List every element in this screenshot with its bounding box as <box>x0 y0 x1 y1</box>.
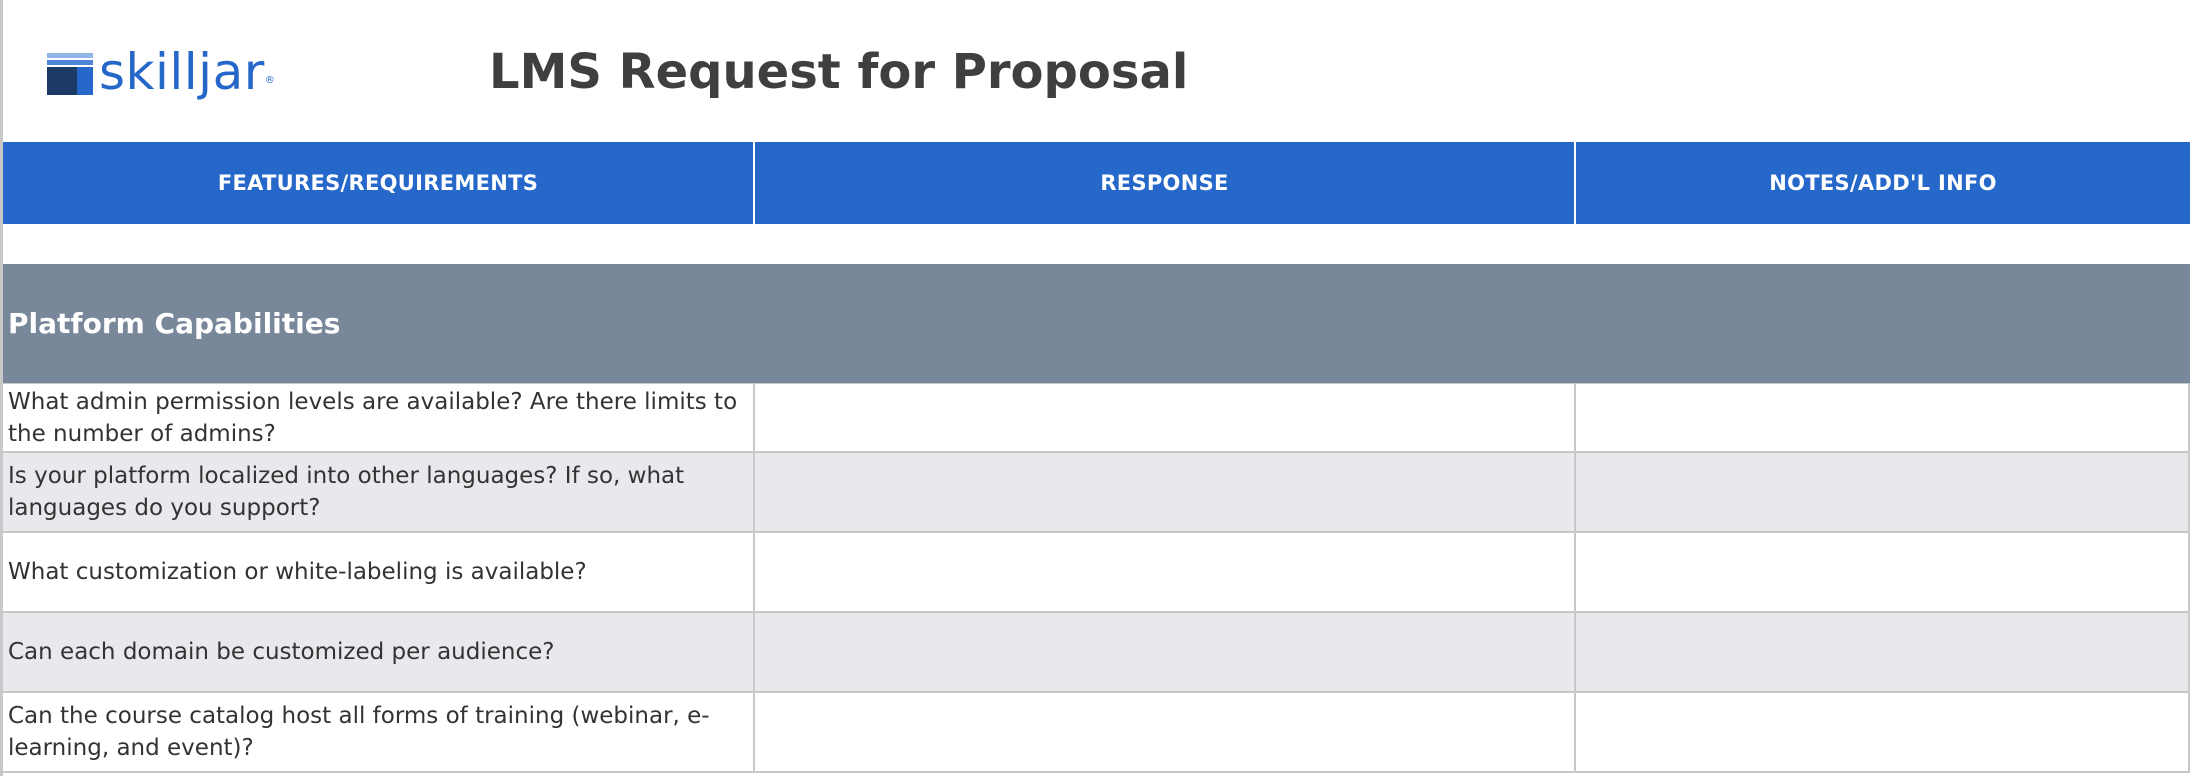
skilljar-logo: skilljar ® <box>47 44 275 104</box>
notes-cell[interactable] <box>1576 384 2190 451</box>
column-header-response[interactable]: RESPONSE <box>755 142 1576 224</box>
feature-cell[interactable]: Is your platform localized into other la… <box>3 453 755 531</box>
notes-cell[interactable] <box>1576 613 2190 691</box>
table-row: What customization or white-labeling is … <box>3 533 2190 613</box>
response-cell[interactable] <box>755 613 1576 691</box>
table-row: What admin permission levels are availab… <box>3 384 2190 453</box>
table-row: Can the course catalog host all forms of… <box>3 693 2190 773</box>
section-title: Platform Capabilities <box>8 307 341 340</box>
feature-cell[interactable]: Can the course catalog host all forms of… <box>3 693 755 771</box>
feature-cell[interactable]: What customization or white-labeling is … <box>3 533 755 611</box>
response-cell[interactable] <box>755 693 1576 771</box>
feature-cell[interactable]: Can each domain be customized per audien… <box>3 613 755 691</box>
notes-cell[interactable] <box>1576 533 2190 611</box>
column-header-row: FEATURES/REQUIREMENTS RESPONSE NOTES/ADD… <box>3 142 2190 224</box>
notes-cell[interactable] <box>1576 453 2190 531</box>
notes-cell[interactable] <box>1576 693 2190 771</box>
logo-registered-mark: ® <box>264 74 275 86</box>
table-row: Can each domain be customized per audien… <box>3 613 2190 693</box>
column-header-notes[interactable]: NOTES/ADD'L INFO <box>1576 142 2190 224</box>
requirements-table-body: What admin permission levels are availab… <box>3 384 2190 773</box>
response-cell[interactable] <box>755 533 1576 611</box>
table-row: Is your platform localized into other la… <box>3 453 2190 533</box>
column-header-features[interactable]: FEATURES/REQUIREMENTS <box>3 142 755 224</box>
response-cell[interactable] <box>755 453 1576 531</box>
logo-wordmark: skilljar <box>99 43 265 101</box>
response-cell[interactable] <box>755 384 1576 451</box>
skilljar-logo-icon <box>47 51 93 97</box>
page-title: LMS Request for Proposal <box>489 44 1189 100</box>
feature-cell[interactable]: What admin permission levels are availab… <box>3 384 755 451</box>
section-header-row[interactable]: Platform Capabilities <box>3 264 2190 384</box>
